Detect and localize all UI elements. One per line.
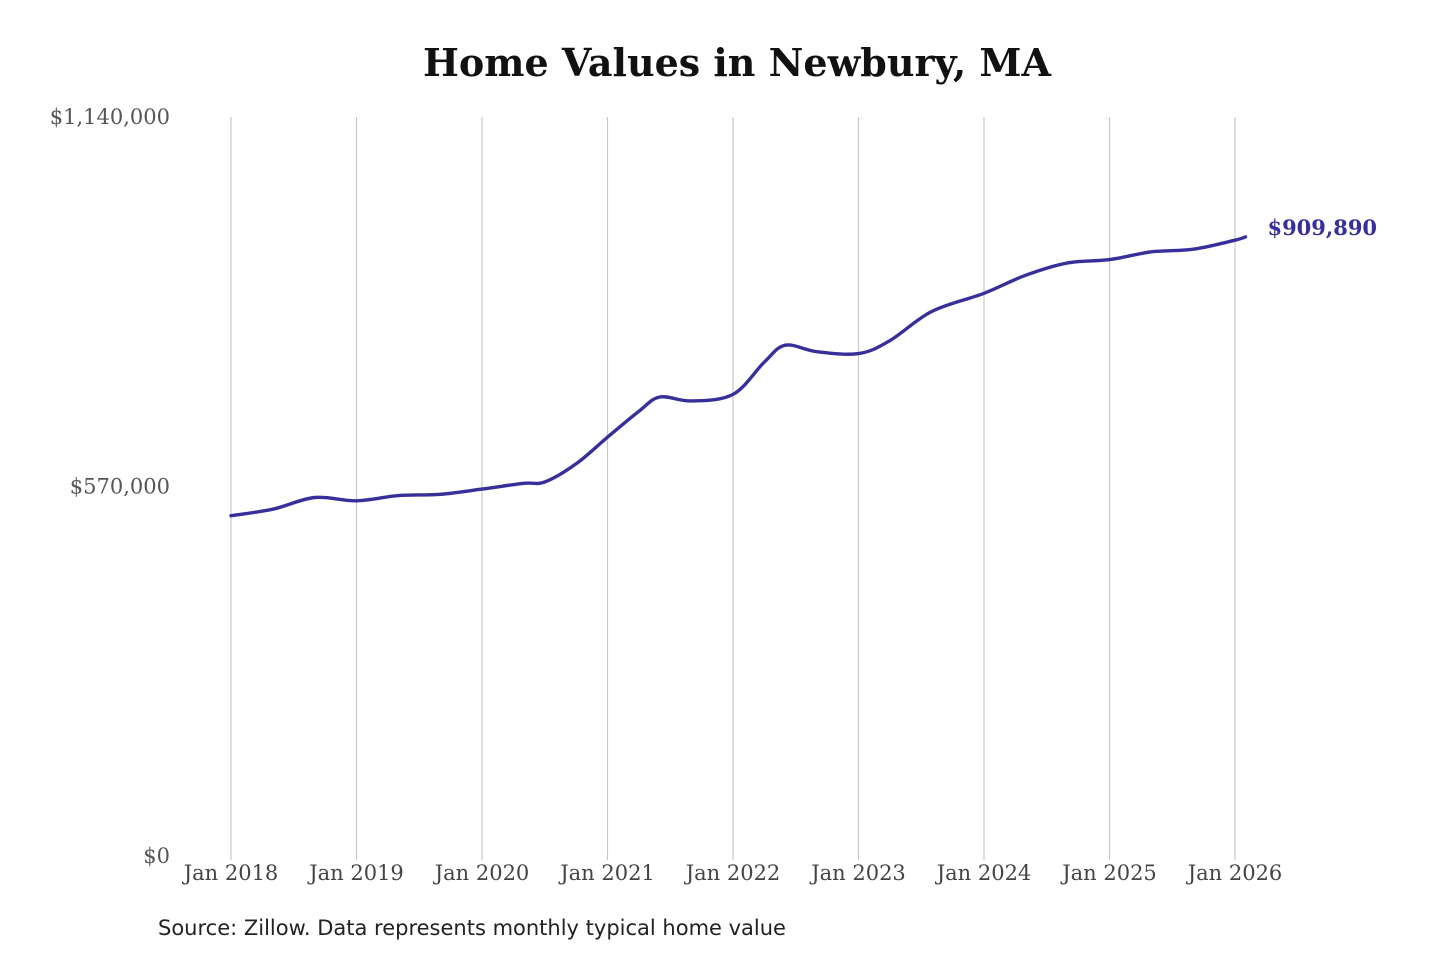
x-tick-label: Jan 2025 (1060, 861, 1157, 885)
x-tick-label: Jan 2019 (307, 861, 404, 885)
y-tick-label: $570,000 (70, 475, 170, 499)
x-tick-label: Jan 2023 (809, 861, 906, 885)
x-tick-label: Jan 2022 (684, 861, 781, 885)
source-note: Source: Zillow. Data represents monthly … (158, 916, 786, 940)
y-tick-label: $1,140,000 (50, 105, 170, 129)
series-line (229, 235, 1248, 518)
y-tick-label: $0 (143, 844, 170, 868)
x-tick-label: Jan 2026 (1186, 861, 1283, 885)
x-tick-label: Jan 2020 (433, 861, 530, 885)
end-value-label: $909,890 (1267, 215, 1377, 240)
x-tick-label: Jan 2018 (182, 861, 279, 885)
x-tick-label: Jan 2024 (935, 861, 1032, 885)
x-tick-label: Jan 2021 (558, 861, 655, 885)
chart-title: Home Values in Newbury, MA (423, 40, 1051, 85)
